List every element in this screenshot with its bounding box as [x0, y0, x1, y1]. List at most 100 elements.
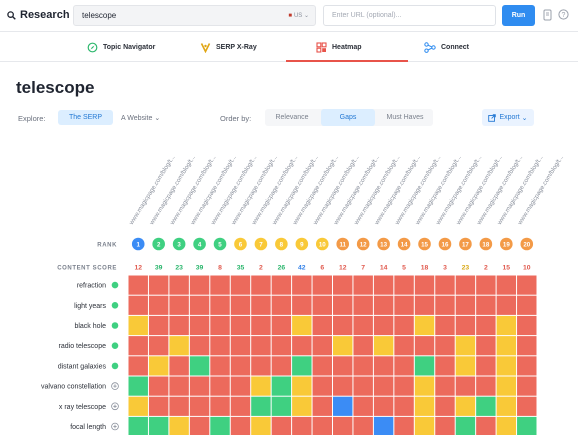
heatmap-cell[interactable]: [271, 315, 292, 336]
heatmap-cell[interactable]: [169, 396, 189, 416]
rank-badge[interactable]: [213, 237, 227, 251]
rank-badge[interactable]: [275, 237, 288, 251]
heatmap-cell[interactable]: [148, 295, 169, 315]
heatmap-cell[interactable]: [414, 315, 435, 336]
rank-badge[interactable]: [172, 237, 186, 251]
heatmap-cell[interactable]: [128, 315, 148, 336]
rank-badge[interactable]: [418, 237, 431, 251]
heatmap-cell[interactable]: [271, 376, 292, 396]
keyword-input[interactable]: telescope ■ US ⌄: [73, 5, 316, 26]
heatmap-cell[interactable]: [189, 396, 210, 416]
heatmap-cell[interactable]: [230, 396, 251, 416]
heatmap-cell[interactable]: [353, 356, 373, 376]
heatmap-cell[interactable]: [476, 376, 496, 396]
heatmap-cell[interactable]: [435, 275, 455, 295]
heatmap-cell[interactable]: [496, 396, 517, 416]
heatmap-cell[interactable]: [230, 376, 251, 396]
add-term-icon[interactable]: [111, 402, 119, 411]
export-button[interactable]: Export ⌄: [482, 109, 534, 126]
heatmap-cell[interactable]: [435, 295, 455, 315]
heatmap-cell[interactable]: [148, 315, 169, 336]
heatmap-cell[interactable]: [251, 295, 271, 315]
heatmap-cell[interactable]: [230, 275, 251, 295]
heatmap-cell[interactable]: [210, 416, 230, 435]
heatmap-cell[interactable]: [189, 416, 210, 435]
heatmap-cell[interactable]: [496, 376, 517, 396]
heatmap-cell[interactable]: [292, 315, 312, 336]
brand[interactable]: Research: [7, 9, 70, 21]
heatmap-cell[interactable]: [148, 376, 169, 396]
heatmap-cell[interactable]: [271, 295, 292, 315]
extension-icon[interactable]: [543, 9, 552, 21]
heatmap-cell[interactable]: [373, 416, 394, 435]
heatmap-cell[interactable]: [230, 295, 251, 315]
heatmap-cell[interactable]: [496, 356, 517, 376]
heatmap-cell[interactable]: [476, 315, 496, 336]
heatmap-cell[interactable]: [312, 295, 332, 315]
heatmap-cell[interactable]: [169, 356, 189, 376]
heatmap-cell[interactable]: [517, 356, 537, 376]
heatmap-cell[interactable]: [271, 336, 292, 356]
heatmap-cell[interactable]: [333, 315, 353, 336]
heatmap-cell[interactable]: [394, 295, 414, 315]
heatmap-cell[interactable]: [210, 336, 230, 356]
heatmap-cell[interactable]: [455, 356, 476, 376]
heatmap-cell[interactable]: [455, 295, 476, 315]
heatmap-cell[interactable]: [496, 416, 517, 435]
heatmap-cell[interactable]: [373, 376, 394, 396]
tab-serp-xray[interactable]: SERP X-Ray: [200, 32, 257, 62]
heatmap-cell[interactable]: [169, 376, 189, 396]
heatmap-cell[interactable]: [128, 376, 148, 396]
heatmap-cell[interactable]: [210, 275, 230, 295]
heatmap-cell[interactable]: [210, 376, 230, 396]
heatmap-cell[interactable]: [435, 376, 455, 396]
heatmap-cell[interactable]: [353, 275, 373, 295]
heatmap-cell[interactable]: [169, 416, 189, 435]
heatmap-cell[interactable]: [517, 295, 537, 315]
heatmap-cell[interactable]: [476, 396, 496, 416]
heatmap-cell[interactable]: [353, 315, 373, 336]
heatmap-cell[interactable]: [476, 295, 496, 315]
heatmap-cell[interactable]: [189, 356, 210, 376]
rank-badge[interactable]: [479, 237, 493, 251]
heatmap-cell[interactable]: [210, 356, 230, 376]
heatmap-cell[interactable]: [189, 275, 210, 295]
heatmap-cell[interactable]: [312, 315, 332, 336]
heatmap-cell[interactable]: [128, 295, 148, 315]
heatmap-cell[interactable]: [271, 396, 292, 416]
explore-option-serp[interactable]: The SERP: [58, 110, 113, 125]
heatmap-cell[interactable]: [353, 396, 373, 416]
heatmap-cell[interactable]: [353, 416, 373, 435]
heatmap-cell[interactable]: [333, 356, 353, 376]
add-term-icon[interactable]: [111, 382, 119, 390]
heatmap-cell[interactable]: [333, 336, 353, 356]
heatmap-cell[interactable]: [517, 396, 537, 416]
heatmap-cell[interactable]: [435, 315, 455, 336]
heatmap-cell[interactable]: [435, 416, 455, 435]
heatmap-cell[interactable]: [394, 376, 414, 396]
heatmap-cell[interactable]: [373, 295, 394, 315]
heatmap-cell[interactable]: [230, 336, 251, 356]
heatmap-cell[interactable]: [210, 295, 230, 315]
explore-option-website[interactable]: A Website ⌄: [121, 114, 160, 122]
heatmap-cell[interactable]: [230, 315, 251, 336]
heatmap-cell[interactable]: [414, 396, 435, 416]
heatmap-cell[interactable]: [292, 275, 312, 295]
heatmap-cell[interactable]: [128, 356, 148, 376]
heatmap-cell[interactable]: [312, 376, 332, 396]
heatmap-cell[interactable]: [148, 275, 169, 295]
heatmap-cell[interactable]: [414, 356, 435, 376]
rank-badge[interactable]: [295, 237, 309, 251]
heatmap-cell[interactable]: [455, 315, 476, 336]
heatmap-cell[interactable]: [312, 275, 332, 295]
heatmap-cell[interactable]: [414, 416, 435, 435]
heatmap-cell[interactable]: [517, 315, 537, 336]
heatmap-cell[interactable]: [333, 396, 353, 416]
heatmap-cell[interactable]: [414, 336, 435, 356]
heatmap-cell[interactable]: [128, 275, 148, 295]
tab-heatmap[interactable]: Heatmap: [316, 32, 362, 62]
rank-badge[interactable]: [520, 237, 534, 251]
heatmap-cell[interactable]: [496, 315, 517, 336]
heatmap-cell[interactable]: [148, 356, 169, 376]
heatmap-cell[interactable]: [312, 416, 332, 435]
